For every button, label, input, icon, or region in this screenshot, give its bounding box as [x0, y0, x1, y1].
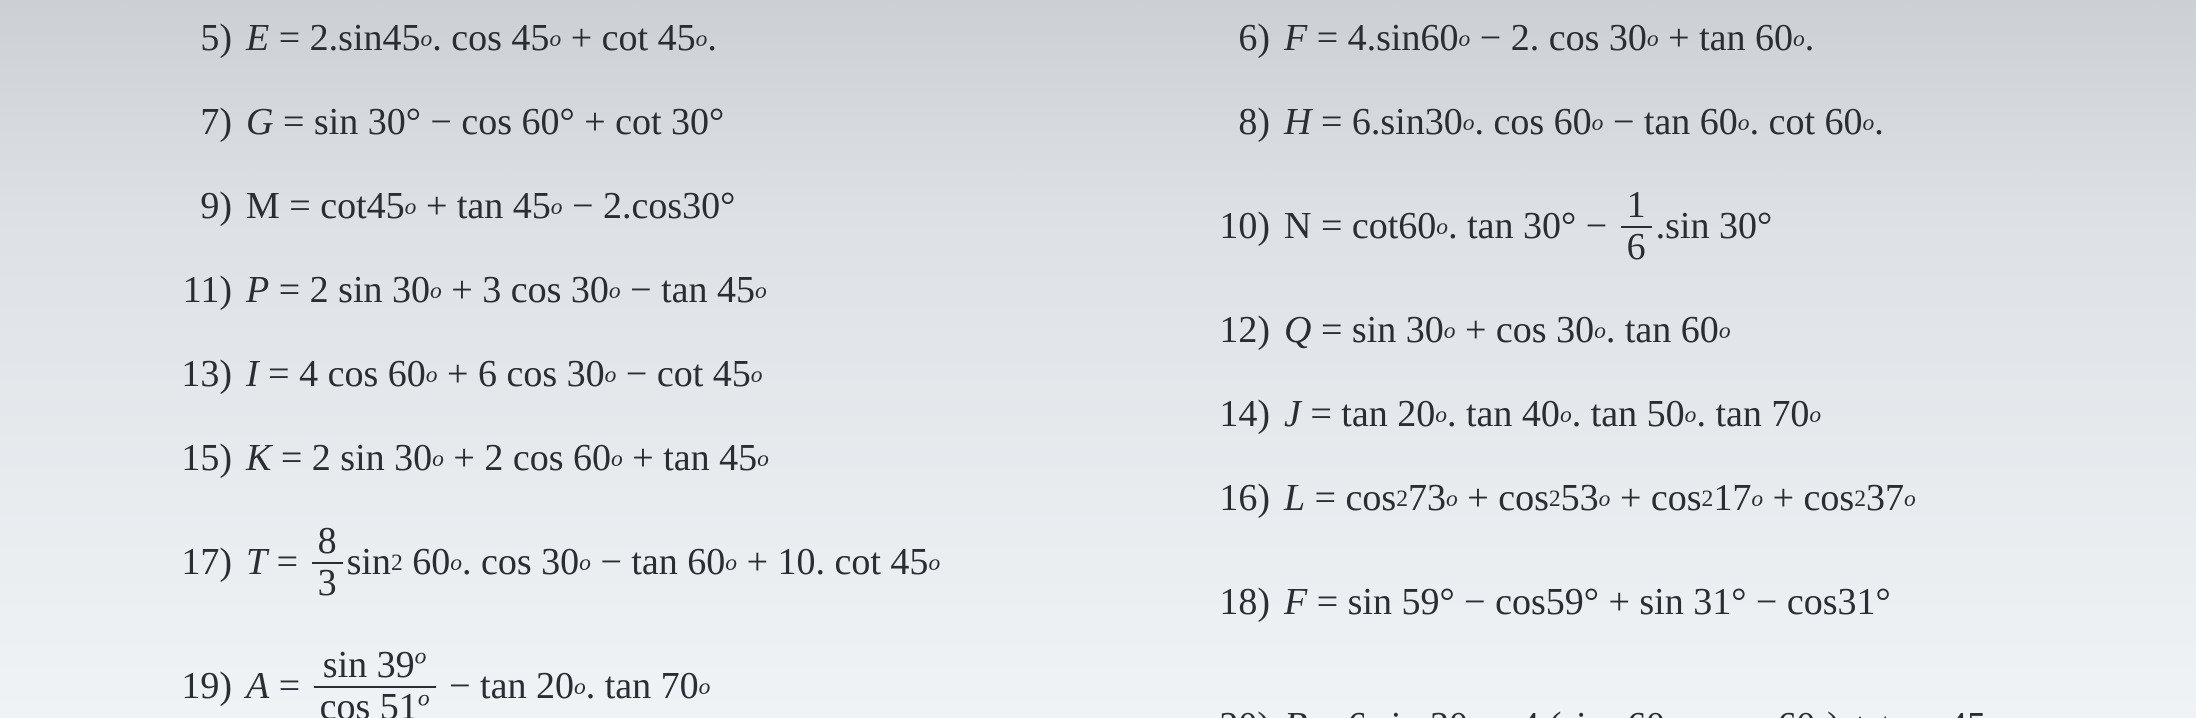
problem-number: 20) [1198, 704, 1284, 718]
problem-expression: Q = sin 30o + cos 30o. tan 60o [1284, 308, 1731, 354]
problem-number: 12) [1198, 308, 1284, 354]
page: 5) E = 2.sin45o. cos 45o + cot 45o. 7) G… [0, 0, 2196, 718]
fraction: 1 6 [1621, 186, 1652, 268]
problem-number: 14) [1198, 392, 1284, 438]
problem-number: 18) [1198, 580, 1284, 626]
problem-expression: J = tan 20o. tan 40o. tan 50o. tan 70o [1284, 392, 1821, 438]
fraction: sin 39o cos 51o [314, 646, 436, 718]
problem-number: 9) [160, 184, 246, 230]
problem-number: 19) [160, 664, 246, 710]
problem-number: 8) [1198, 100, 1284, 146]
problem-number: 11) [160, 268, 246, 314]
problem-expression: L = cos273o + cos253o + cos217o + cos237… [1284, 476, 1916, 522]
problem-expression: K = 2 sin 30o + 2 cos 60o + tan 45o [246, 436, 769, 482]
problem-number: 6) [1198, 16, 1284, 62]
problem-expression: B = 6 sin 30o − 4.(sin2 60o − cos 60o) +… [1284, 704, 1998, 718]
problem-12: 12) Q = sin 30o + cos 30o. tan 60o [1198, 296, 2156, 366]
problem-expression: I = 4 cos 60o + 6 cos 30o − cot 45o [246, 352, 763, 398]
problem-expression: F = 4.sin60o − 2. cos 30o + tan 60o. [1284, 16, 1814, 62]
problem-6: 6) F = 4.sin60o − 2. cos 30o + tan 60o. [1198, 4, 2156, 74]
problem-expression: N = cot60o. tan 30° − 1 6 .sin 30° [1284, 186, 1772, 268]
problem-5: 5) E = 2.sin45o. cos 45o + cot 45o. [160, 4, 1138, 74]
problem-expression: T = 8 3 sin2 60o. cos 30o − tan 60o + 10… [246, 522, 940, 604]
problem-14: 14) J = tan 20o. tan 40o. tan 50o. tan 7… [1198, 380, 2156, 450]
columns: 5) E = 2.sin45o. cos 45o + cot 45o. 7) G… [0, 0, 2196, 718]
problem-11: 11) P = 2 sin 30o + 3 cos 30o − tan 45o [160, 256, 1138, 326]
problem-9: 9) M = cot45o + tan 45o − 2.cos30° [160, 172, 1138, 242]
problem-expression: H = 6.sin30o. cos 60o − tan 60o. cot 60o… [1284, 100, 1884, 146]
problem-number: 10) [1198, 204, 1284, 250]
right-column: 6) F = 4.sin60o − 2. cos 30o + tan 60o. … [1198, 4, 2156, 718]
problem-16: 16) L = cos273o + cos253o + cos217o + co… [1198, 464, 2156, 534]
problem-7: 7) G = sin 30° − cos 60° + cot 30° [160, 88, 1138, 158]
problem-expression: A = sin 39o cos 51o − tan 20o. tan 70o [246, 646, 710, 718]
problem-20: 20) B = 6 sin 30o − 4.(sin2 60o − cos 60… [1198, 672, 2156, 718]
problem-15: 15) K = 2 sin 30o + 2 cos 60o + tan 45o [160, 424, 1138, 494]
problem-number: 15) [160, 436, 246, 482]
problem-17: 17) T = 8 3 sin2 60o. cos 30o − tan 60o … [160, 508, 1138, 618]
problem-18: 18) F = sin 59° − cos59° + sin 31° − cos… [1198, 548, 2156, 658]
problem-expression: G = sin 30° − cos 60° + cot 30° [246, 100, 724, 146]
problem-8: 8) H = 6.sin30o. cos 60o − tan 60o. cot … [1198, 88, 2156, 158]
problem-number: 16) [1198, 476, 1284, 522]
problem-10: 10) N = cot60o. tan 30° − 1 6 .sin 30° [1198, 172, 2156, 282]
problem-expression: P = 2 sin 30o + 3 cos 30o − tan 45o [246, 268, 767, 314]
problem-expression: F = sin 59° − cos59° + sin 31° − cos31° [1284, 580, 1891, 626]
problem-number: 17) [160, 540, 246, 586]
problem-number: 7) [160, 100, 246, 146]
problem-number: 13) [160, 352, 246, 398]
problem-19: 19) A = sin 39o cos 51o − tan 20o. tan 7… [160, 632, 1138, 718]
problem-number: 5) [160, 16, 246, 62]
left-column: 5) E = 2.sin45o. cos 45o + cot 45o. 7) G… [160, 4, 1138, 718]
problem-expression: E = 2.sin45o. cos 45o + cot 45o. [246, 16, 717, 62]
problem-expression: M = cot45o + tan 45o − 2.cos30° [246, 184, 735, 230]
fraction: 8 3 [312, 522, 343, 604]
problem-13: 13) I = 4 cos 60o + 6 cos 30o − cot 45o [160, 340, 1138, 410]
